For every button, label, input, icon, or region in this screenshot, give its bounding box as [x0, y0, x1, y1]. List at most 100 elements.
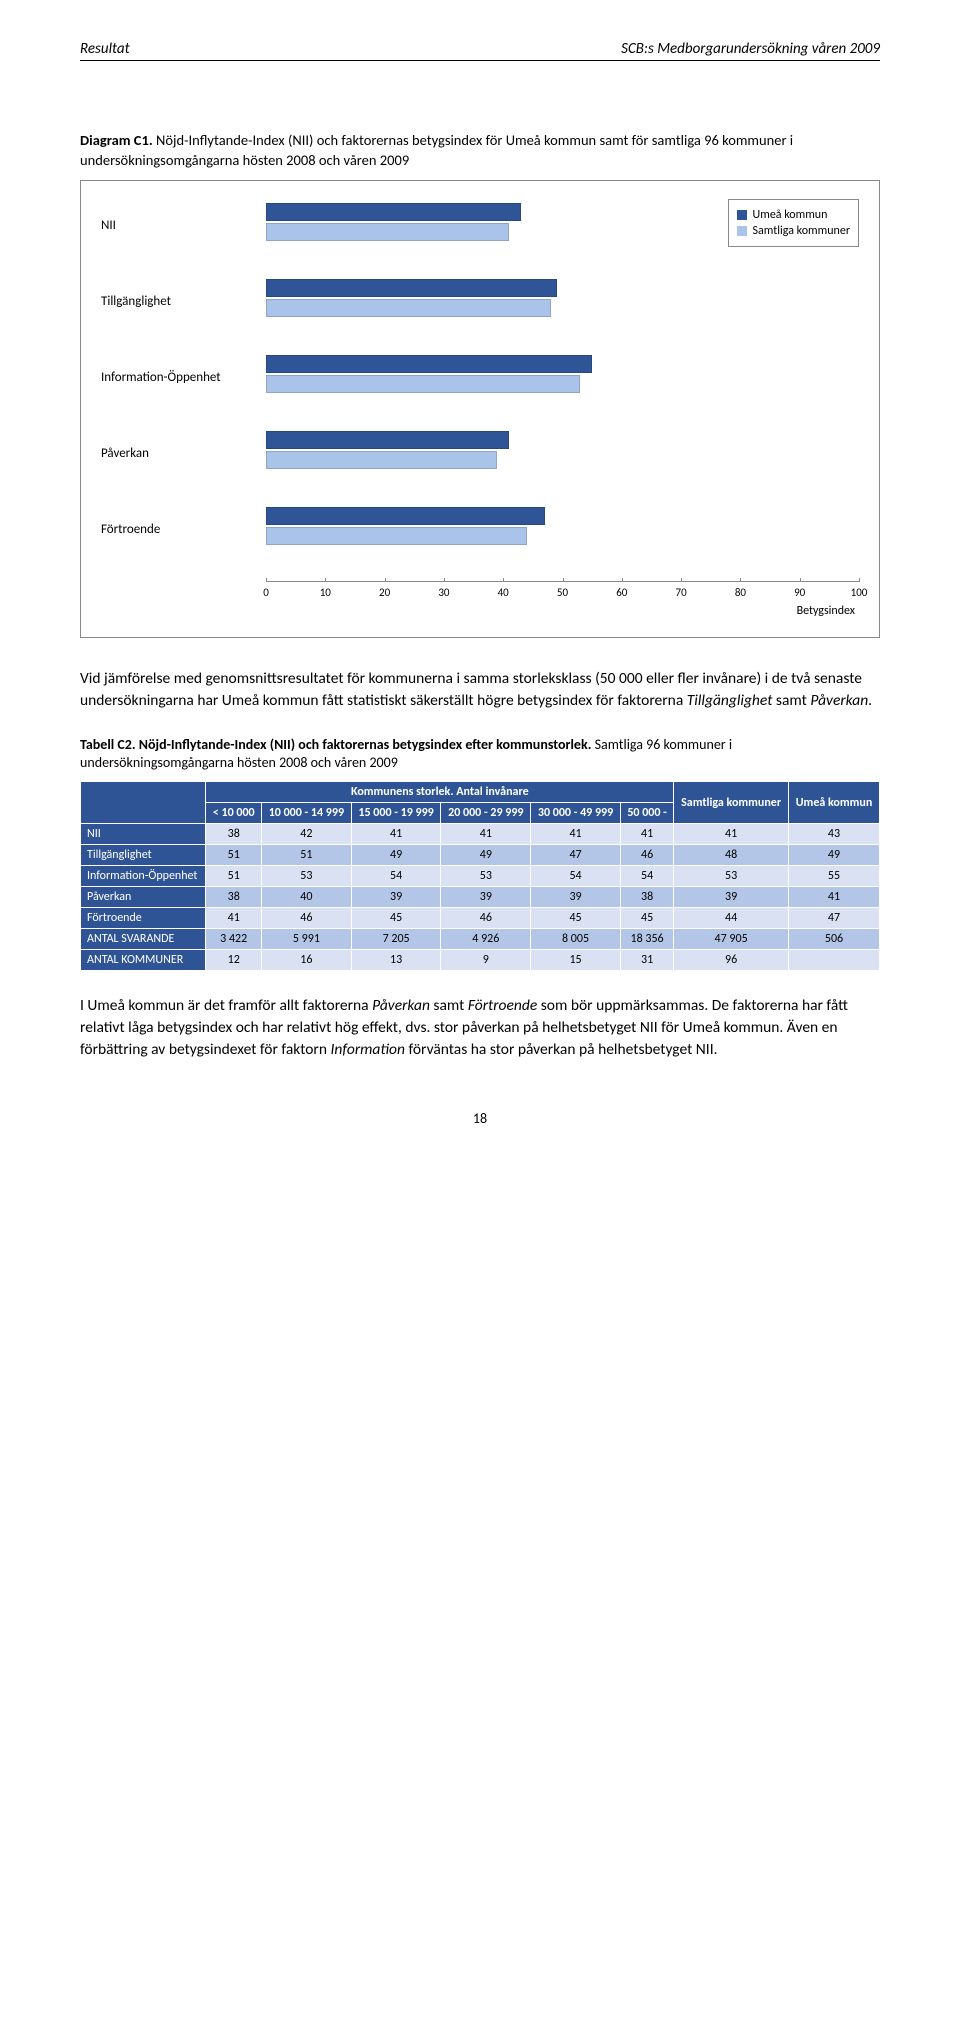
axis-tick	[503, 578, 504, 582]
bar-series-b	[266, 223, 509, 241]
p1-e1: Tillgänglighet	[687, 691, 773, 710]
table-cell: 5 991	[262, 929, 352, 950]
table-row: Förtroende4146454645454447	[81, 908, 880, 929]
bar-chart: NIIUmeå kommunSamtliga kommunerTillgängl…	[80, 180, 880, 638]
table-cell: 3 422	[206, 929, 262, 950]
bar-series-a	[266, 203, 521, 221]
table-corner	[81, 782, 206, 824]
table-cell: 12	[206, 950, 262, 971]
table-cell: 53	[674, 866, 789, 887]
axis-tick-label: 80	[735, 586, 746, 599]
bar-series-a	[266, 431, 509, 449]
table-cell: 48	[674, 845, 789, 866]
table-cell: 506	[789, 929, 880, 950]
table-row-label: ANTAL KOMMUNER	[81, 950, 206, 971]
axis-tick-label: 0	[263, 586, 269, 599]
header-right: SCB:s Medborgarundersökning våren 2009	[621, 40, 880, 58]
table-caption-strong: Nöjd-Inflytande-Index (NII) och faktorer…	[136, 736, 592, 753]
p2-t4: förväntas ha stor påverkan på helhetsbet…	[405, 1040, 718, 1059]
chart-row-bars	[266, 279, 859, 323]
square-icon	[737, 226, 747, 236]
axis-tick	[444, 578, 445, 582]
chart-row: Påverkan	[101, 429, 859, 477]
axis-tick	[740, 578, 741, 582]
table-cell: 45	[620, 908, 673, 929]
table-cell: 54	[531, 866, 621, 887]
table-cell: 8 005	[531, 929, 621, 950]
axis-tick	[681, 578, 682, 582]
table-cell: 43	[789, 824, 880, 845]
table-cell: 51	[206, 845, 262, 866]
table-col-header: < 10 000	[206, 803, 262, 824]
p2-t1: I Umeå kommun är det framför allt faktor…	[80, 996, 372, 1015]
table-col-header: Umeå kommun	[789, 782, 880, 824]
table-cell: 41	[531, 824, 621, 845]
table-cell: 9	[441, 950, 531, 971]
table-row-label: Påverkan	[81, 887, 206, 908]
data-table: Kommunens storlek. Antal invånareSamtlig…	[80, 781, 880, 971]
table-cell: 39	[674, 887, 789, 908]
table-row-label: NII	[81, 824, 206, 845]
table-cell: 46	[441, 908, 531, 929]
axis-tick-label: 90	[794, 586, 805, 599]
table-row-label: Förtroende	[81, 908, 206, 929]
axis-title: Betygsindex	[797, 604, 855, 618]
table-cell: 49	[351, 845, 441, 866]
legend-item: Samtliga kommuner	[737, 224, 850, 238]
page-number: 18	[80, 1110, 880, 1127]
table-cell: 53	[441, 866, 531, 887]
axis-tick-label: 70	[676, 586, 687, 599]
axis-tick	[800, 578, 801, 582]
table-caption: Tabell C2. Nöjd-Inflytande-Index (NII) o…	[80, 736, 880, 774]
table-cell: 45	[351, 908, 441, 929]
axis-tick-label: 40	[498, 586, 509, 599]
paragraph-2: I Umeå kommun är det framför allt faktor…	[80, 995, 880, 1060]
chart-row-bars: Umeå kommunSamtliga kommuner	[266, 203, 859, 247]
axis-tick-label: 20	[379, 586, 390, 599]
chart-row-bars	[266, 507, 859, 551]
table-cell: 54	[351, 866, 441, 887]
table-col-header: Samtliga kommuner	[674, 782, 789, 824]
bar-series-a	[266, 279, 557, 297]
chart-row-bars	[266, 431, 859, 475]
p1-t3: .	[868, 691, 872, 710]
axis-tick-label: 10	[320, 586, 331, 599]
table-cell: 40	[262, 887, 352, 908]
table-cell: 96	[674, 950, 789, 971]
table-caption-prefix: Tabell C2.	[80, 736, 136, 753]
table-cell: 51	[206, 866, 262, 887]
axis-tick	[622, 578, 623, 582]
axis-tick	[563, 578, 564, 582]
chart-row: NIIUmeå kommunSamtliga kommuner	[101, 201, 859, 249]
table-cell: 47	[789, 908, 880, 929]
chart-row-bars	[266, 355, 859, 399]
diagram-caption: Diagram C1. Nöjd-Inflytande-Index (NII) …	[80, 131, 880, 170]
table-cell: 41	[206, 908, 262, 929]
table-cell: 49	[789, 845, 880, 866]
table-col-header: 20 000 - 29 999	[441, 803, 531, 824]
table-cell: 38	[206, 887, 262, 908]
bar-series-b	[266, 375, 580, 393]
table-cell: 42	[262, 824, 352, 845]
bar-series-b	[266, 299, 551, 317]
table-col-header: 10 000 - 14 999	[262, 803, 352, 824]
table-cell: 45	[531, 908, 621, 929]
chart-row-label: Påverkan	[101, 446, 266, 461]
table-cell: 31	[620, 950, 673, 971]
table-super-header: Kommunens storlek. Antal invånare	[206, 782, 674, 803]
table-cell: 41	[441, 824, 531, 845]
table-cell: 53	[262, 866, 352, 887]
table-cell: 51	[262, 845, 352, 866]
table-row-label: ANTAL SVARANDE	[81, 929, 206, 950]
diagram-caption-prefix: Diagram C1.	[80, 131, 153, 149]
table-cell: 41	[789, 887, 880, 908]
table-cell: 41	[351, 824, 441, 845]
p2-e3: Information	[330, 1040, 404, 1059]
square-icon	[737, 210, 747, 220]
header-left: Resultat	[80, 40, 130, 58]
p2-t2: samt	[430, 996, 468, 1015]
table-cell: 4 926	[441, 929, 531, 950]
table-cell: 39	[441, 887, 531, 908]
table-cell: 38	[620, 887, 673, 908]
p1-e2: Påverkan	[810, 691, 868, 710]
